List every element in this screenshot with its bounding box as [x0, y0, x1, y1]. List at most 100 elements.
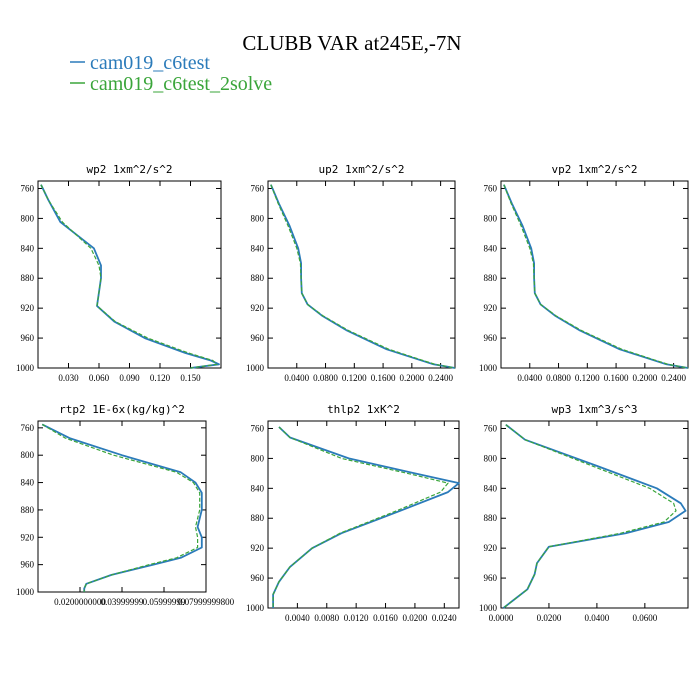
y-tick-label: 1000 [16, 587, 35, 597]
series-line-cam019-c6test [40, 184, 220, 369]
series-line-cam019-c6test-2solve [40, 184, 218, 369]
x-tick-label: 0.0000 [489, 613, 514, 623]
x-tick-label: 0.2400 [428, 373, 453, 383]
x-tick-label: 0.0400 [585, 613, 610, 623]
panel-6: wp3 1xm^3/s^3 760 800 840 880 920 960 10000.000… [479, 403, 689, 623]
x-tick-label: 0.0600 [632, 613, 657, 623]
x-tick-label: 0.0800 [313, 373, 338, 383]
y-tick-label: 760 [251, 423, 265, 433]
plot-frame [37, 420, 207, 593]
series-line-cam019-c6test-2solve [41, 423, 201, 592]
x-tick-label: 0.0800 [546, 373, 571, 383]
y-tick-label: 760 [484, 183, 498, 193]
y-tick-label: 800 [484, 453, 498, 463]
x-tick-label: 0.1600 [371, 373, 396, 383]
x-tick-label: 0.090 [119, 373, 140, 383]
y-tick-label: 840 [21, 243, 35, 253]
y-tick-label: 920 [484, 303, 498, 313]
series-line-cam019-c6test [272, 426, 460, 608]
series-line-cam019-c6test-2solve [503, 184, 689, 369]
legend: cam019_c6test cam019_c6test_2solve [70, 52, 272, 95]
y-tick-label: 840 [251, 483, 265, 493]
series-line-cam019-c6test [270, 184, 456, 369]
y-tick-label: 920 [251, 303, 265, 313]
x-tick-label: 0.0200 [403, 613, 428, 623]
x-tick-label: 0.0080 [314, 613, 339, 623]
x-tick-label: 0.030 [58, 373, 79, 383]
x-tick-label: 0.0160 [373, 613, 398, 623]
y-tick-label: 880 [484, 513, 498, 523]
plot-frame [267, 420, 460, 609]
y-tick-label: 920 [21, 532, 35, 542]
y-tick-label: 920 [251, 543, 265, 553]
y-tick-label: 840 [484, 483, 498, 493]
y-tick-label: 800 [251, 453, 265, 463]
y-tick-label: 760 [251, 183, 265, 193]
plot-frame [500, 420, 689, 609]
y-tick-label: 840 [484, 243, 498, 253]
x-tick-label: 0.1200 [342, 373, 367, 383]
y-tick-label: 920 [484, 543, 498, 553]
panel-title: vp2 1xm^2/s^2 [551, 163, 637, 176]
x-tick-label: 0.2000 [632, 373, 657, 383]
x-tick-label: 0.03999999 [101, 597, 144, 607]
y-tick-label: 1000 [246, 603, 265, 613]
panel-5: thlp2 1xK^2 760 800 840 880 920 960 1000 0.0040 0… [246, 403, 460, 623]
y-tick-label: 960 [251, 333, 265, 343]
panels: wp2 1xm^2/s^2 760 800 840 880 920 960 1000 0.030… [16, 163, 689, 623]
series-line-cam019-c6test [503, 184, 689, 369]
y-tick-label: 800 [484, 213, 498, 223]
x-tick-label: 0.05999999 [143, 597, 186, 607]
y-tick-label: 1000 [479, 363, 498, 373]
y-tick-label: 760 [484, 423, 498, 433]
figure-title: CLUBB VAR at245E,-7N [242, 31, 461, 55]
x-tick-label: 0.0200000000 [54, 597, 106, 607]
y-tick-label: 840 [21, 478, 35, 488]
plot-frame [267, 180, 456, 369]
series-line-cam019-c6test-2solve [270, 184, 456, 369]
panel-1: wp2 1xm^2/s^2 760 800 840 880 920 960 1000 0.030… [16, 163, 222, 383]
panel-title: thlp2 1xK^2 [327, 403, 400, 416]
legend-label-green: cam019_c6test_2solve [90, 73, 272, 95]
y-tick-label: 960 [484, 573, 498, 583]
y-tick-label: 880 [21, 273, 35, 283]
y-tick-label: 880 [21, 505, 35, 515]
y-tick-label: 960 [251, 573, 265, 583]
x-tick-label: 0.2400 [661, 373, 686, 383]
y-tick-label: 800 [21, 213, 35, 223]
y-tick-label: 1000 [246, 363, 265, 373]
y-tick-label: 960 [484, 333, 498, 343]
y-tick-label: 960 [21, 333, 35, 343]
plot-frame [37, 180, 222, 369]
legend-label-blue: cam019_c6test [90, 52, 210, 74]
y-tick-label: 800 [21, 450, 35, 460]
panel-title: wp2 1xm^2/s^2 [86, 163, 172, 176]
panel-title: wp3 1xm^3/s^3 [551, 403, 637, 416]
panel-2: up2 1xm^2/s^2 760 800 840 880 920 960 1000 0.040… [246, 163, 456, 383]
y-tick-label: 760 [21, 423, 35, 433]
plot-frame [500, 180, 689, 369]
x-tick-label: 0.120 [150, 373, 171, 383]
panel-4: rtp2 1E-6x(kg/kg)^2 760 800 840 880 920 960 100… [16, 403, 235, 607]
panel-3: vp2 1xm^2/s^2 760 800 840 880 920 960 1000 0.040… [479, 163, 689, 383]
x-tick-label: 0.0400 [517, 373, 542, 383]
y-tick-label: 840 [251, 243, 265, 253]
y-tick-label: 920 [21, 303, 35, 313]
x-tick-label: 0.1600 [604, 373, 629, 383]
x-tick-label: 0.0240 [432, 613, 457, 623]
x-tick-label: 0.2000 [399, 373, 424, 383]
x-tick-label: 0.060 [89, 373, 110, 383]
y-tick-label: 800 [251, 213, 265, 223]
series-line-cam019-c6test [502, 423, 687, 609]
y-tick-label: 880 [251, 273, 265, 283]
x-tick-label: 0.150 [180, 373, 201, 383]
y-tick-label: 1000 [16, 363, 35, 373]
x-tick-label: 0.1200 [575, 373, 600, 383]
series-line-cam019-c6test-2solve [272, 426, 449, 608]
y-tick-label: 1000 [479, 603, 498, 613]
y-tick-label: 760 [21, 183, 35, 193]
series-line-cam019-c6test-2solve [503, 424, 677, 609]
panel-title: rtp2 1E-6x(kg/kg)^2 [59, 403, 185, 416]
y-tick-label: 960 [21, 560, 35, 570]
